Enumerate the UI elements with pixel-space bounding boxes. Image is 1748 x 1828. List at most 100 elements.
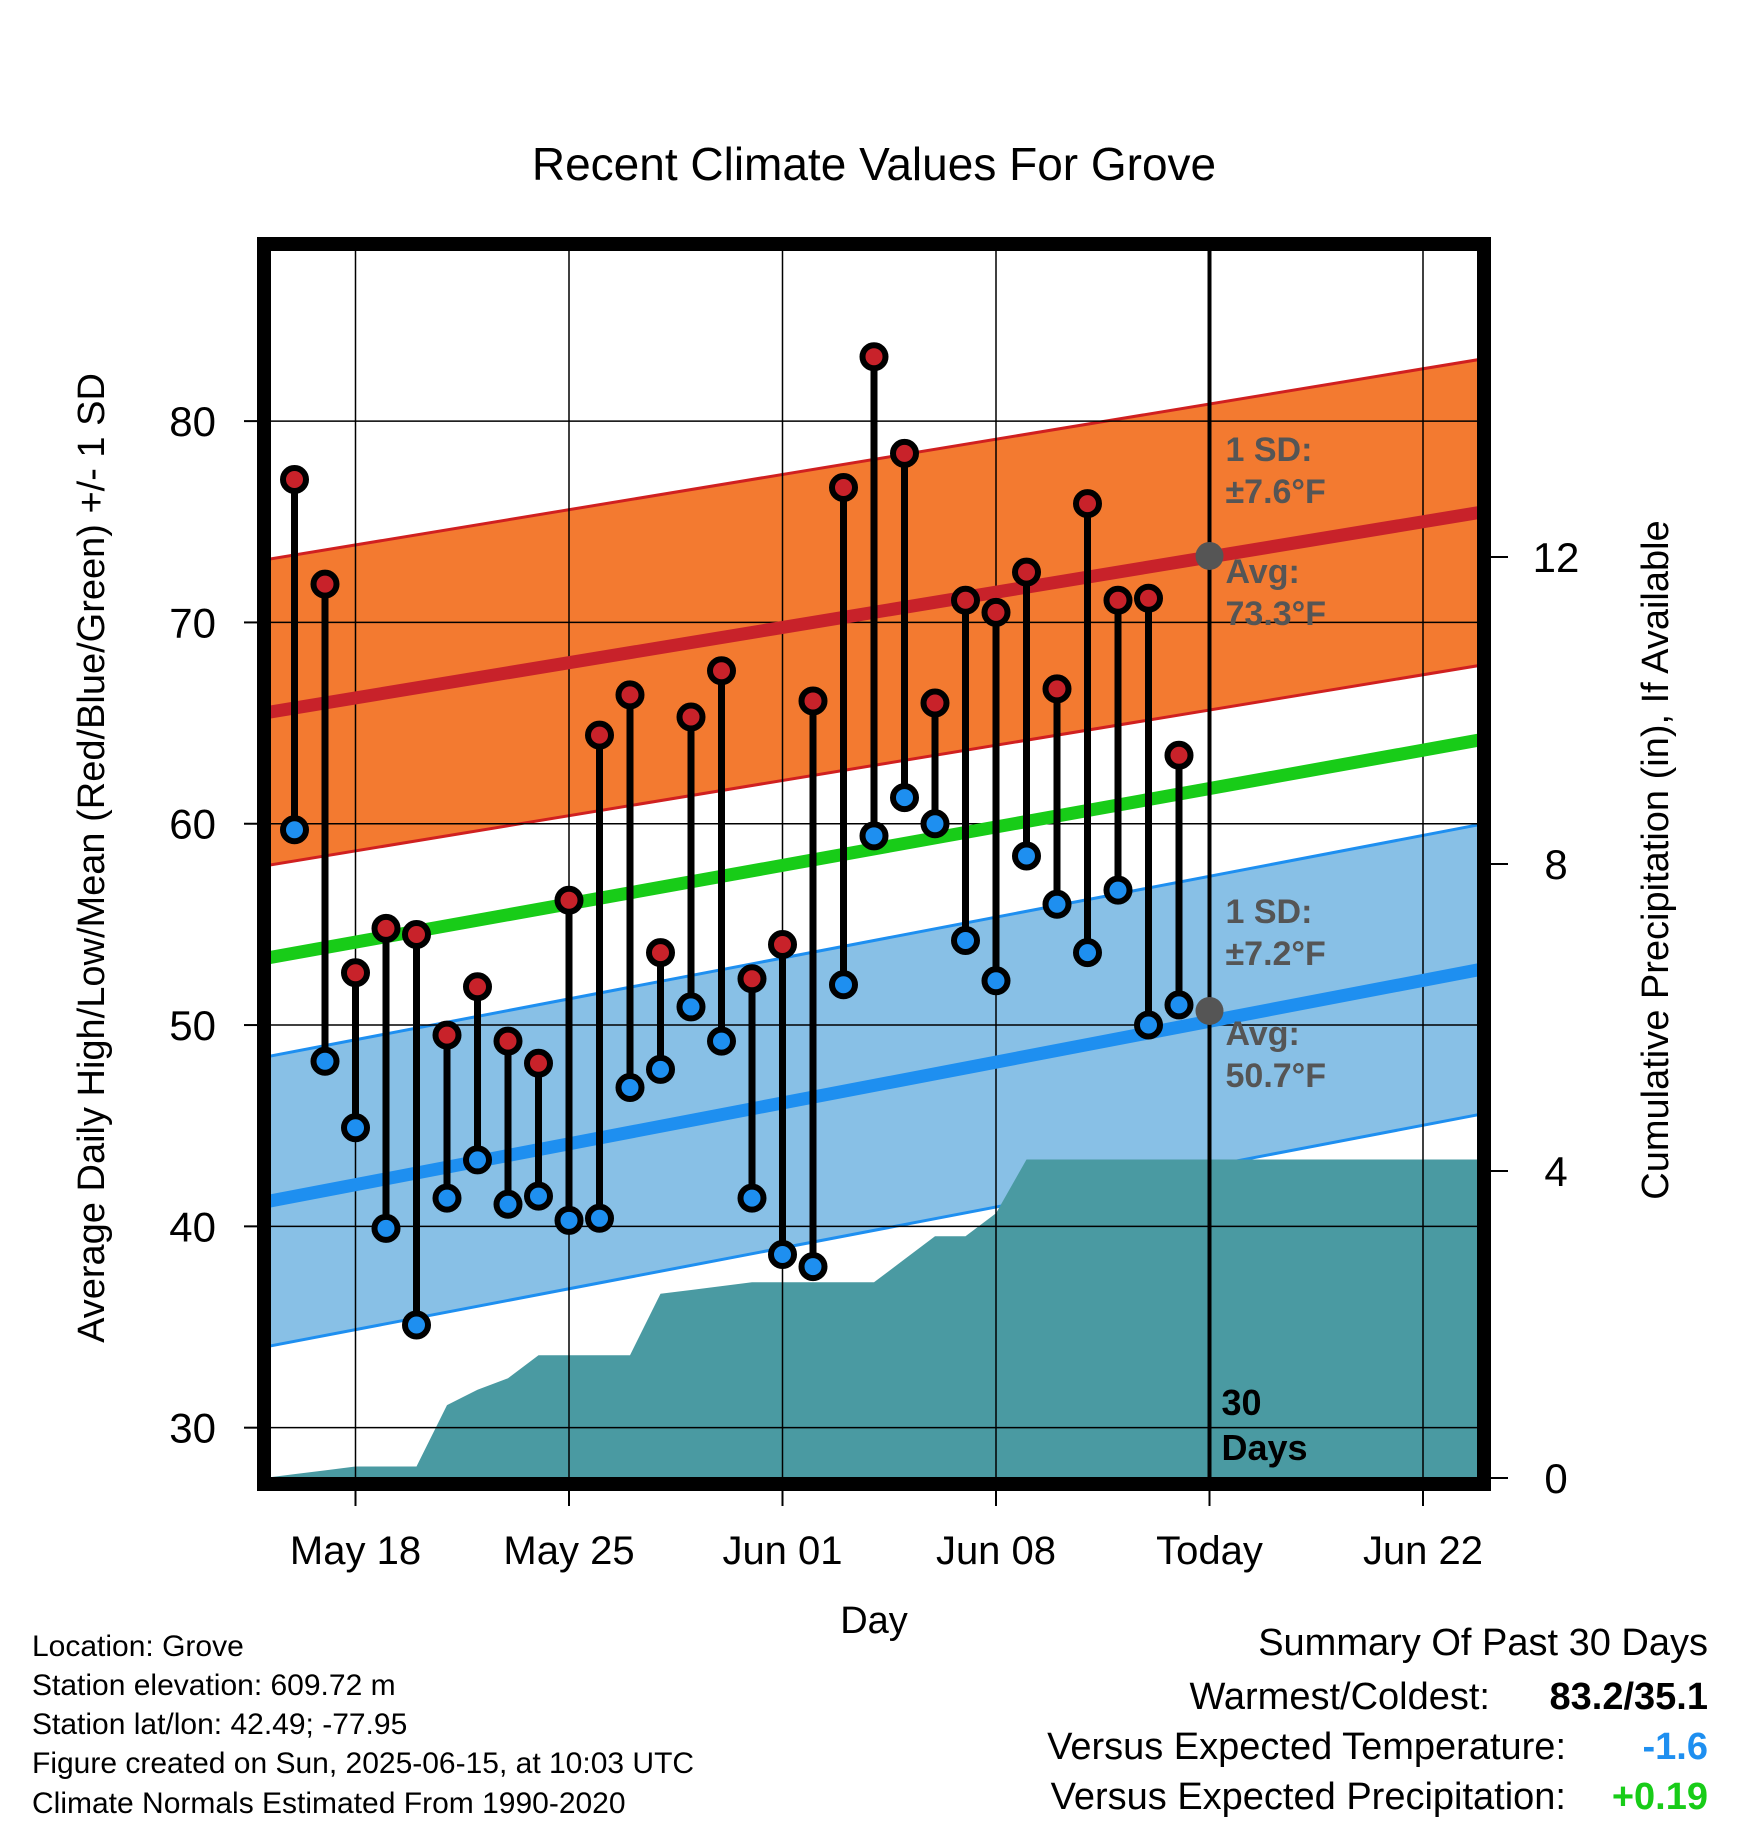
daily-high-point <box>554 885 584 915</box>
today-avg-high-marker <box>1195 541 1224 570</box>
summary-warm-cold-label: Warmest/Coldest: <box>1189 1676 1490 1718</box>
daily-low-point <box>920 809 950 839</box>
daily-low-point <box>341 1113 370 1143</box>
daily-low-point <box>1012 841 1041 871</box>
info-created: Figure created on Sun, 2025-06-15, at 10… <box>32 1747 695 1780</box>
y-tick-label: 80 <box>169 398 216 445</box>
info-normals: Climate Normals Estimated From 1990-2020 <box>32 1787 626 1820</box>
daily-high-point <box>310 569 340 599</box>
days-unit-label: Days <box>1222 1427 1308 1468</box>
daily-low-point <box>981 966 1011 996</box>
daily-high-point <box>676 702 706 732</box>
summary-warm-cold-value: 83.2/35.1 <box>1549 1676 1708 1718</box>
high-sd-annotation: 1 SD: <box>1226 431 1313 469</box>
daily-low-point <box>1164 990 1194 1020</box>
daily-high-point <box>371 913 401 943</box>
x-tick-label: May 25 <box>503 1529 634 1573</box>
daily-high-point <box>920 688 950 718</box>
low-sd-band-upper-edge <box>270 823 1478 1058</box>
daily-high-point <box>524 1048 553 1078</box>
daily-low-point <box>707 1026 736 1056</box>
daily-high-point <box>1073 489 1102 519</box>
daily-low-point <box>859 821 889 851</box>
daily-low-point <box>676 992 706 1022</box>
chart-title: Recent Climate Values For Grove <box>532 138 1216 190</box>
daily-low-point <box>402 1310 431 1340</box>
y2-tick-label: 0 <box>1544 1455 1567 1502</box>
y-tick-label: 50 <box>169 1002 216 1049</box>
daily-high-point <box>280 464 309 494</box>
summary-precip-label: Versus Expected Precipitation: <box>1050 1776 1566 1818</box>
y2-axis-label: Cumulative Precipitation (in), If Availa… <box>1635 520 1677 1199</box>
daily-low-point <box>829 970 858 1000</box>
daily-low-point <box>432 1183 462 1213</box>
daily-high-point <box>341 958 370 988</box>
daily-high-point <box>585 720 614 750</box>
days-count-label: 30 <box>1222 1382 1262 1423</box>
y-tick-label: 40 <box>169 1203 216 1250</box>
plot-interior <box>270 250 1478 1478</box>
y-tick-label: 60 <box>169 801 216 848</box>
y2-tick-label: 8 <box>1544 841 1567 888</box>
daily-high-point <box>463 972 492 1002</box>
daily-low-point <box>493 1189 523 1219</box>
daily-high-point <box>493 1026 523 1056</box>
summary-title: Summary Of Past 30 Days <box>1258 1622 1708 1664</box>
daily-low-point <box>310 1046 340 1076</box>
low-avg-annotation-value: 50.7°F <box>1226 1057 1327 1095</box>
daily-low-point <box>1073 938 1102 968</box>
daily-low-point <box>768 1240 797 1270</box>
daily-low-point <box>1134 1010 1163 1040</box>
y2-tick-label: 12 <box>1533 534 1580 581</box>
daily-high-point <box>981 597 1011 627</box>
daily-high-point <box>798 686 828 716</box>
plot-area: 1 SD: ±7.6°F Avg: 73.3°F 1 SD: ±7.2°F Avg: 50.7… <box>169 237 1580 1573</box>
daily-low-point <box>737 1183 767 1213</box>
daily-high-point <box>1164 740 1194 770</box>
info-location: Location: Grove <box>32 1630 244 1663</box>
daily-low-point <box>798 1252 828 1282</box>
daily-high-point <box>432 1020 462 1050</box>
daily-high-point <box>890 438 919 468</box>
daily-high-point <box>768 930 797 960</box>
daily-low-point <box>615 1072 645 1102</box>
summary-precip-value: +0.19 <box>1611 1776 1708 1818</box>
plot-frame <box>257 237 1491 1491</box>
summary-temp-label: Versus Expected Temperature: <box>1047 1726 1566 1768</box>
y-tick-label: 70 <box>169 599 216 646</box>
x-axis-label: Day <box>840 1600 908 1642</box>
high-avg-annotation-value: 73.3°F <box>1226 595 1327 633</box>
daily-high-point <box>829 473 858 503</box>
info-elevation: Station elevation: 609.72 m <box>32 1669 396 1702</box>
daily-high-point <box>646 938 675 968</box>
low-avg-annotation: Avg: <box>1226 1015 1300 1053</box>
daily-high-point <box>1042 674 1072 704</box>
daily-high-point <box>951 585 980 615</box>
daily-low-point <box>890 783 919 813</box>
x-tick-label: Today <box>1156 1529 1263 1573</box>
daily-low-point <box>524 1181 553 1211</box>
daily-high-point <box>1134 583 1163 613</box>
y-tick-label: 30 <box>169 1405 216 1452</box>
y2-tick-label: 4 <box>1544 1148 1567 1195</box>
y-axis-label: Average Daily High/Low/Mean (Red/Blue/Gr… <box>71 373 113 1343</box>
x-tick-label: Jun 08 <box>936 1529 1056 1573</box>
precipitation-area <box>270 1159 1478 1478</box>
daily-high-point <box>402 919 431 949</box>
daily-low-point <box>646 1054 675 1084</box>
daily-low-point <box>371 1213 401 1243</box>
daily-high-point <box>707 656 736 686</box>
daily-low-point <box>280 815 309 845</box>
daily-low-point <box>554 1205 584 1235</box>
x-tick-label: Jun 01 <box>722 1529 842 1573</box>
daily-high-point <box>1012 557 1041 587</box>
info-latlon: Station lat/lon: 42.49; -77.95 <box>32 1708 408 1741</box>
today-avg-low-marker <box>1195 996 1224 1025</box>
low-sd-annotation-value: ±7.2°F <box>1226 935 1326 973</box>
high-avg-annotation: Avg: <box>1226 553 1300 591</box>
low-sd-annotation: 1 SD: <box>1226 893 1313 931</box>
high-sd-annotation-value: ±7.6°F <box>1226 473 1326 511</box>
x-tick-label: May 18 <box>290 1529 421 1573</box>
daily-low-point <box>1103 875 1133 905</box>
